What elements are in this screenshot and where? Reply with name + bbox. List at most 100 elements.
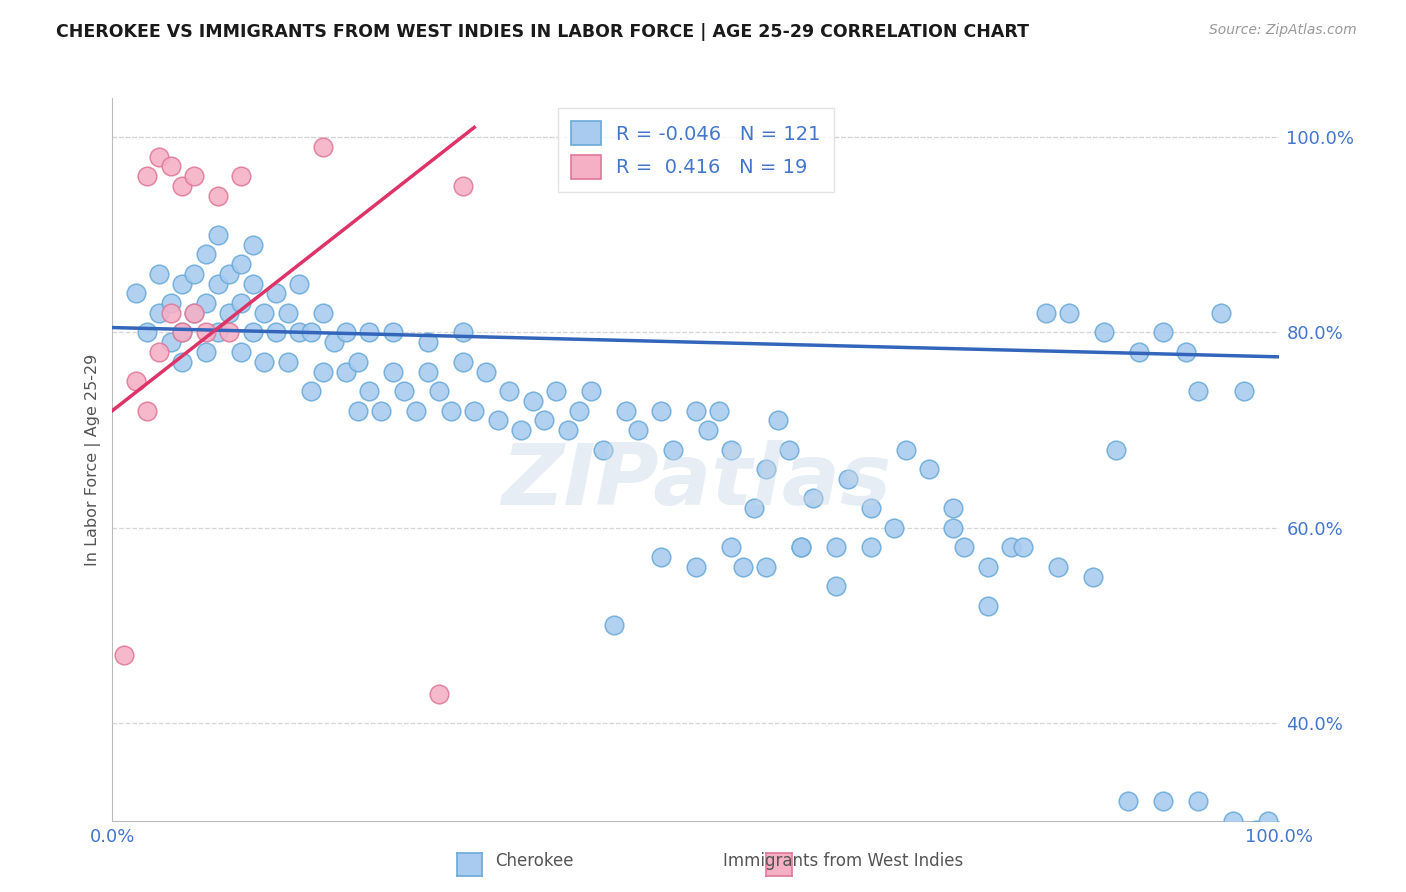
Point — [183, 267, 205, 281]
Point — [603, 618, 626, 632]
Point — [860, 541, 883, 555]
Point — [264, 286, 287, 301]
Point — [218, 267, 240, 281]
Point — [207, 227, 229, 242]
Legend: R = -0.046   N = 121, R =  0.416   N = 19: R = -0.046 N = 121, R = 0.416 N = 19 — [558, 108, 834, 193]
Point — [451, 326, 474, 340]
Point — [475, 364, 498, 378]
Point — [381, 364, 404, 378]
Point — [533, 413, 555, 427]
Point — [544, 384, 567, 398]
Point — [1233, 384, 1256, 398]
Point — [194, 326, 217, 340]
Point — [194, 345, 217, 359]
Point — [685, 559, 707, 574]
Point — [894, 442, 917, 457]
Point — [766, 413, 789, 427]
Point — [744, 501, 766, 516]
Point — [288, 326, 311, 340]
Point — [370, 403, 392, 417]
Point — [160, 296, 183, 310]
Point — [112, 648, 135, 662]
Point — [942, 501, 965, 516]
Point — [299, 384, 322, 398]
Point — [253, 306, 276, 320]
Point — [172, 326, 194, 340]
Point — [229, 257, 252, 271]
Point — [172, 355, 194, 369]
Point — [359, 384, 381, 398]
Point — [183, 169, 205, 184]
Point — [335, 326, 357, 340]
Point — [825, 579, 848, 593]
Point — [194, 296, 217, 310]
Point — [557, 423, 579, 437]
Point — [148, 267, 170, 281]
Point — [229, 169, 252, 184]
Point — [242, 326, 264, 340]
Point — [755, 462, 778, 476]
Point — [720, 442, 742, 457]
Point — [778, 442, 800, 457]
Point — [394, 384, 416, 398]
Point — [1105, 442, 1128, 457]
Point — [359, 326, 381, 340]
Point — [825, 541, 848, 555]
Point — [1000, 541, 1022, 555]
Point — [568, 403, 591, 417]
Point — [1244, 823, 1267, 838]
Point — [229, 345, 252, 359]
Point — [1175, 345, 1198, 359]
Text: Immigrants from West Indies: Immigrants from West Indies — [724, 852, 963, 870]
Point — [1152, 326, 1174, 340]
Point — [311, 364, 333, 378]
Point — [650, 403, 672, 417]
Point — [579, 384, 602, 398]
Point — [311, 140, 333, 154]
Point — [276, 355, 298, 369]
Point — [685, 403, 707, 417]
Point — [1187, 384, 1209, 398]
Point — [790, 541, 813, 555]
Point — [1152, 794, 1174, 808]
Point — [440, 403, 463, 417]
Point — [918, 462, 941, 476]
Point — [288, 277, 311, 291]
Point — [463, 403, 485, 417]
Point — [242, 277, 264, 291]
Point — [416, 364, 439, 378]
Point — [1128, 345, 1150, 359]
Point — [592, 442, 614, 457]
Point — [218, 306, 240, 320]
Point — [801, 491, 824, 506]
Point — [207, 188, 229, 202]
Point — [405, 403, 427, 417]
Point — [522, 393, 544, 408]
Point — [136, 169, 159, 184]
Point — [229, 296, 252, 310]
Point — [1035, 306, 1057, 320]
Point — [1081, 569, 1104, 583]
Point — [1187, 794, 1209, 808]
Text: ZIPatlas: ZIPatlas — [501, 440, 891, 523]
Point — [160, 160, 183, 174]
Point — [953, 541, 976, 555]
Point — [346, 355, 368, 369]
Point — [264, 326, 287, 340]
Point — [172, 179, 194, 194]
Point — [1011, 541, 1033, 555]
Point — [883, 521, 905, 535]
Point — [696, 423, 718, 437]
Point — [976, 559, 998, 574]
Point — [381, 326, 404, 340]
Point — [416, 335, 439, 350]
Point — [1257, 814, 1279, 828]
Text: CHEROKEE VS IMMIGRANTS FROM WEST INDIES IN LABOR FORCE | AGE 25-29 CORRELATION C: CHEROKEE VS IMMIGRANTS FROM WEST INDIES … — [56, 23, 1029, 41]
Point — [720, 541, 742, 555]
Point — [650, 549, 672, 564]
Point — [451, 355, 474, 369]
Point — [194, 247, 217, 261]
Point — [335, 364, 357, 378]
Point — [614, 403, 637, 417]
Text: Cherokee: Cherokee — [495, 852, 574, 870]
